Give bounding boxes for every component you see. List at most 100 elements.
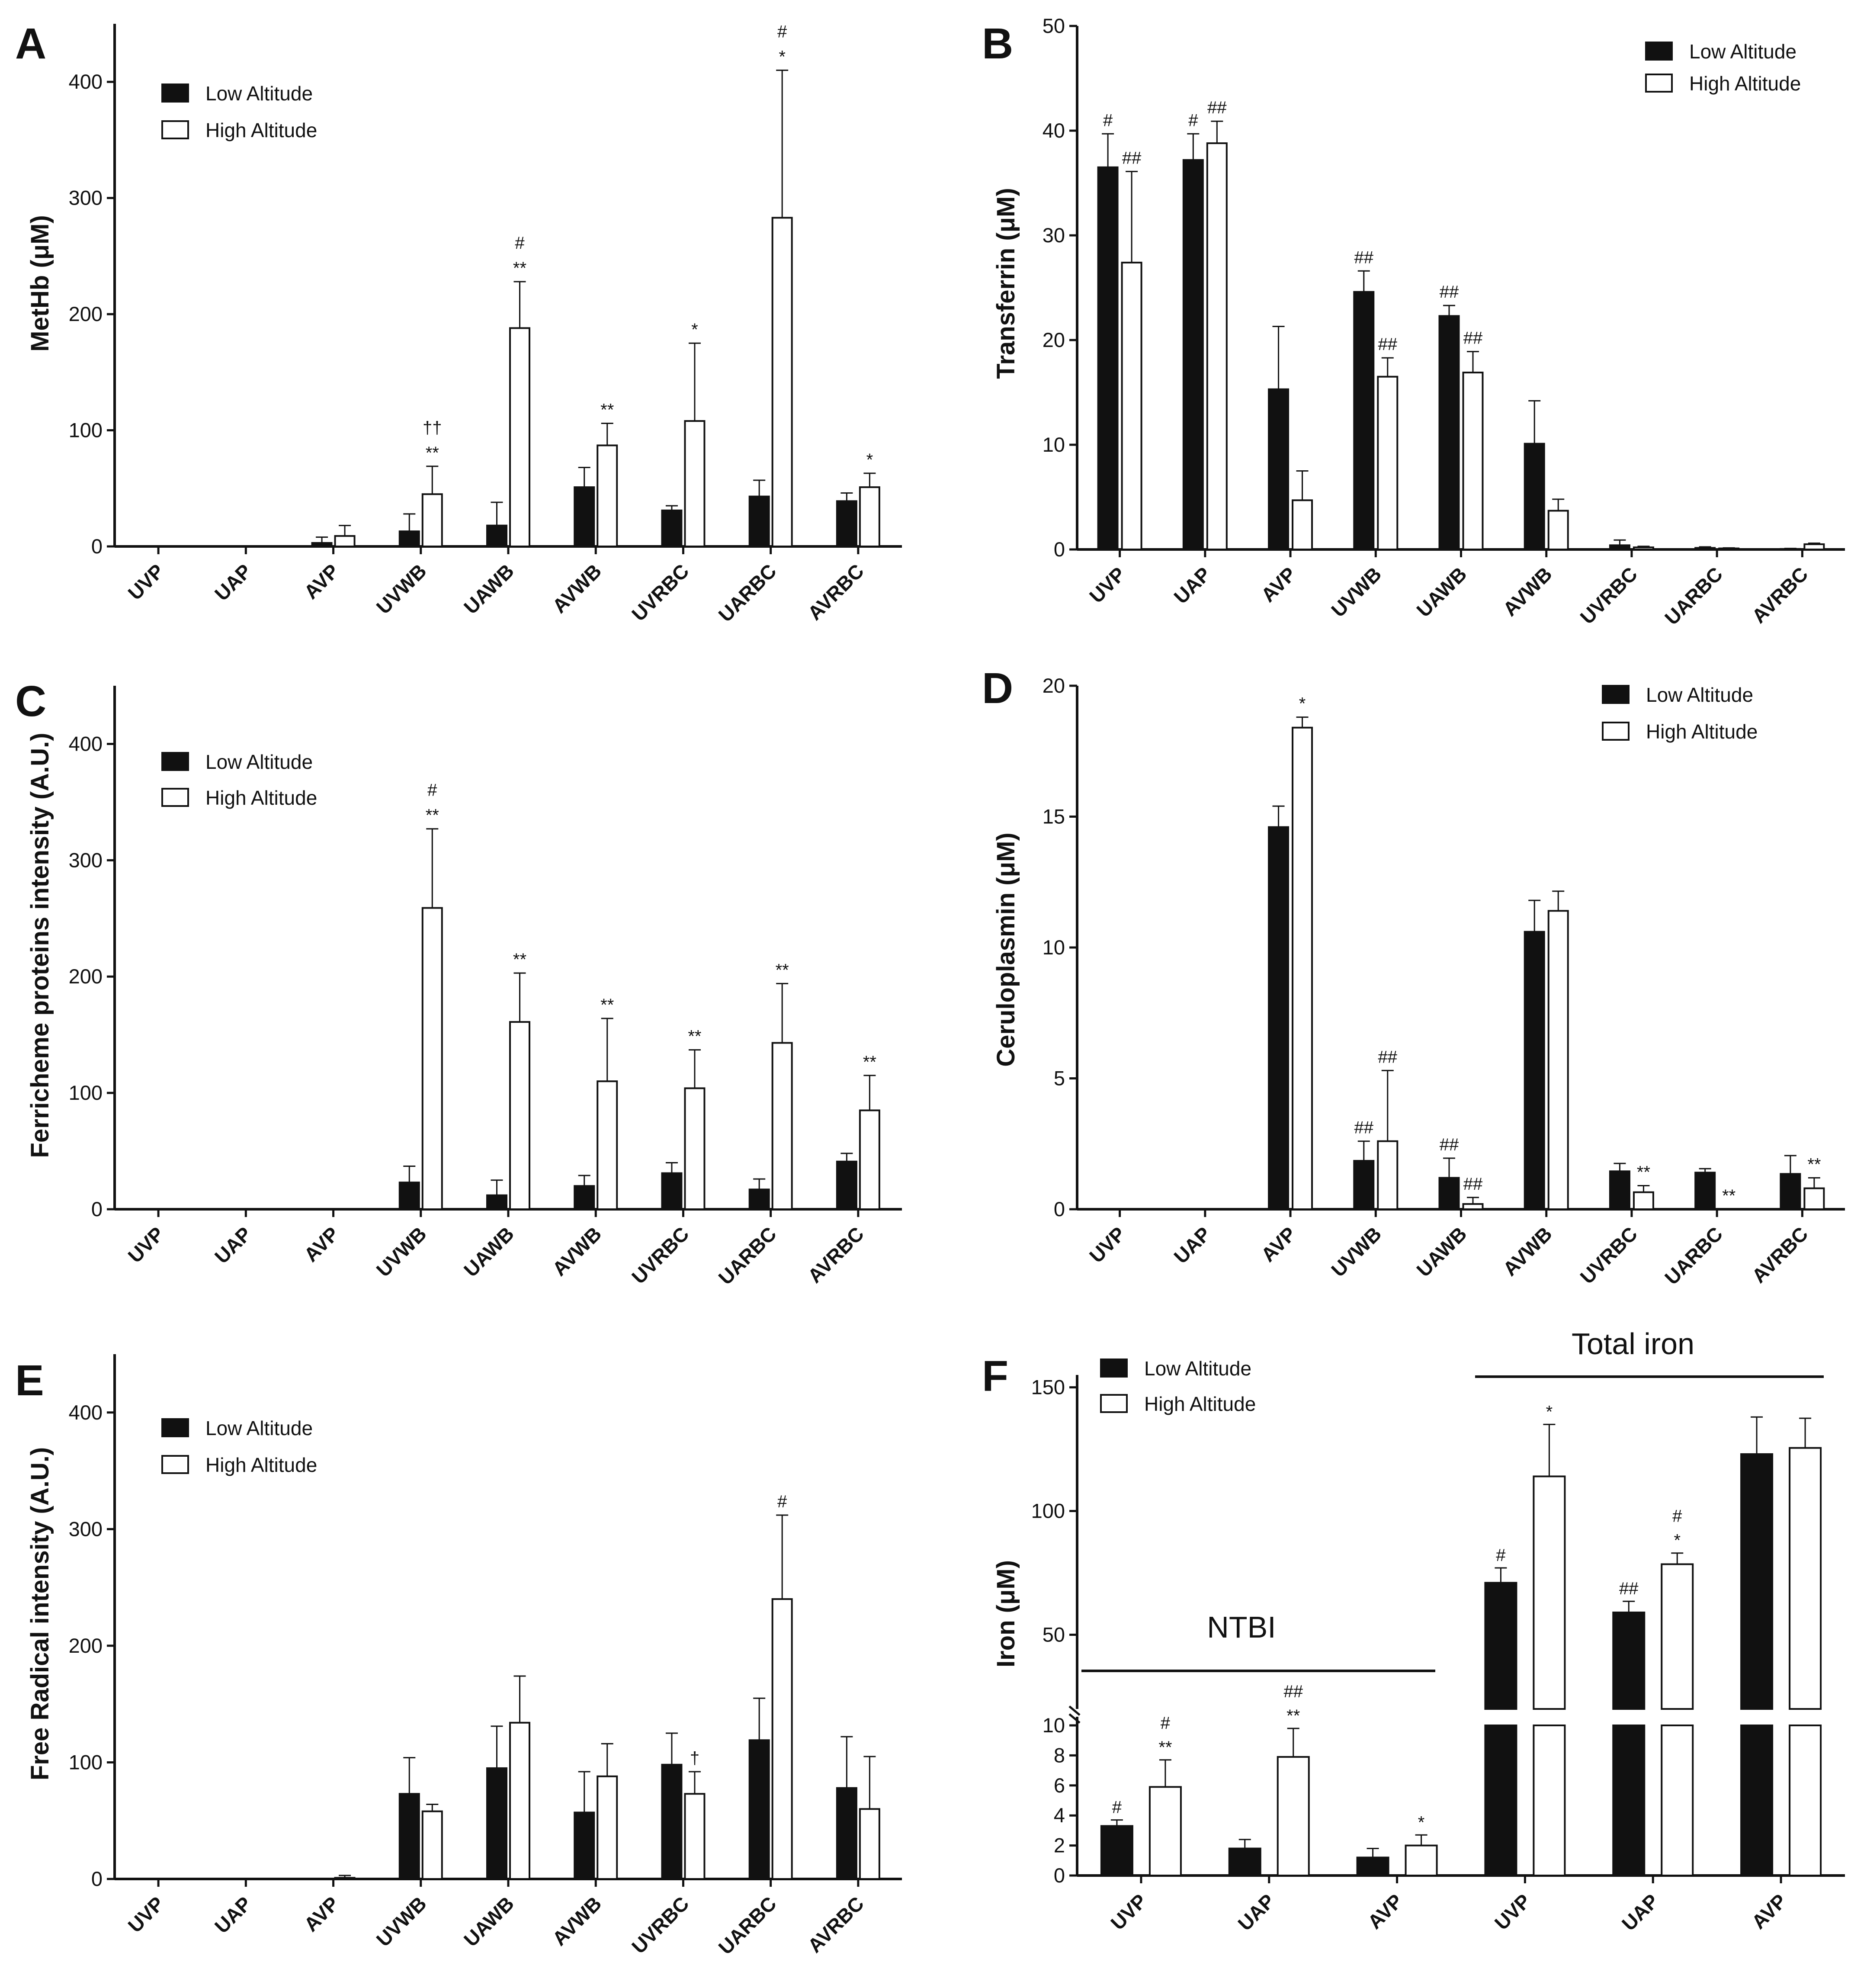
y-tick-label: 20 — [1043, 328, 1065, 351]
y-tick-label: 200 — [69, 965, 103, 988]
panel-c-letter: C — [15, 677, 46, 726]
significance-label: * — [779, 47, 786, 66]
legend-label-low: Low Altitude — [205, 751, 313, 773]
bar — [1609, 1170, 1630, 1210]
significance-label: ## — [1378, 335, 1398, 354]
y-tick-label: 300 — [69, 186, 103, 209]
significance-label: ** — [426, 443, 439, 462]
bar-lower-segment — [1484, 1725, 1517, 1876]
significance-label: ## — [1354, 1118, 1374, 1137]
y-tick-label: 100 — [69, 419, 103, 442]
legend-swatch-high — [1645, 74, 1673, 93]
bar — [859, 1109, 880, 1210]
y-tick-label: 400 — [69, 1401, 103, 1424]
legend-swatch-low — [161, 84, 189, 103]
bar — [574, 1811, 595, 1880]
bar-lower-segment — [1612, 1725, 1646, 1876]
y-tick-label: 100 — [1031, 1500, 1065, 1522]
panel-a-letter: A — [15, 19, 46, 68]
bar — [1356, 1856, 1389, 1876]
bar — [421, 907, 443, 1211]
significance-label: # — [1496, 1546, 1506, 1565]
significance-label: * — [1299, 694, 1306, 713]
y-tick-label: 0 — [1054, 538, 1065, 561]
y-tick-label: 300 — [69, 1517, 103, 1540]
y-tick-label: 4 — [1054, 1804, 1065, 1827]
bar — [574, 1185, 595, 1210]
bar — [486, 1194, 507, 1211]
legend-label-high: High Altitude — [205, 119, 317, 141]
bar — [1268, 826, 1290, 1210]
bar — [1206, 142, 1228, 551]
significance-label: ** — [513, 259, 526, 278]
bar — [1780, 1173, 1801, 1210]
bar-upper-segment — [1789, 1447, 1822, 1710]
bar — [421, 1810, 443, 1880]
significance-label: # — [1112, 1798, 1122, 1817]
bar-lower-segment — [1533, 1725, 1566, 1876]
y-tick-label: 0 — [91, 535, 103, 558]
bar-upper-segment — [1612, 1611, 1646, 1710]
significance-label: # — [1188, 111, 1198, 130]
legend-label-low: Low Altitude — [1144, 1357, 1251, 1380]
significance-label: # — [777, 22, 787, 41]
bar — [597, 444, 618, 548]
bar-lower-segment — [1661, 1725, 1694, 1876]
bar-lower-segment — [1740, 1725, 1774, 1876]
bar — [1377, 1140, 1399, 1210]
significance-label: # — [515, 234, 525, 253]
significance-label: ** — [688, 1027, 701, 1046]
bar — [1377, 376, 1399, 550]
bar — [684, 1087, 706, 1210]
legend-swatch-low — [1602, 685, 1630, 704]
significance-label: ** — [1637, 1163, 1650, 1182]
y-tick-label: 0 — [1054, 1198, 1065, 1220]
bar — [836, 1160, 857, 1211]
bar — [574, 486, 595, 548]
panel-c-legend: Low Altitude High Altitude — [161, 751, 317, 809]
bar — [1097, 166, 1119, 550]
significance-label: ** — [426, 806, 439, 825]
significance-label: ## — [1354, 248, 1374, 267]
y-tick-label: 6 — [1054, 1774, 1065, 1797]
significance-label: ** — [513, 950, 526, 969]
significance-label: * — [1546, 1402, 1553, 1421]
bar — [1524, 931, 1545, 1210]
group-label-ntbi: NTBI — [1207, 1610, 1276, 1644]
bar — [597, 1775, 618, 1880]
bar — [1694, 1172, 1716, 1211]
y-tick-label: 10 — [1043, 433, 1065, 456]
bar — [684, 420, 706, 548]
y-tick-label: 150 — [1031, 1376, 1065, 1399]
axis-break-mark — [1068, 1705, 1081, 1716]
bar — [1547, 510, 1569, 550]
bar — [836, 1787, 857, 1880]
legend-swatch-high — [161, 1455, 189, 1474]
panel-b-letter: B — [982, 19, 1013, 68]
significance-label: * — [866, 450, 873, 469]
significance-label: ## — [1619, 1579, 1639, 1598]
legend-swatch-high — [161, 120, 189, 139]
group-label-total-iron: Total iron — [1572, 1327, 1694, 1361]
significance-label: ## — [1463, 1175, 1483, 1194]
y-tick-label: 15 — [1043, 805, 1065, 828]
y-tick-label: 5 — [1054, 1067, 1065, 1090]
bar-upper-segment — [1661, 1563, 1694, 1710]
panel-f-legend: Low Altitude High Altitude — [1100, 1357, 1256, 1415]
y-tick-label: 2 — [1054, 1834, 1065, 1857]
bar — [859, 1808, 880, 1880]
bar — [684, 1793, 706, 1880]
bar — [661, 1763, 683, 1880]
bar — [1182, 159, 1204, 550]
bar-lower-segment — [1789, 1725, 1822, 1876]
bar — [859, 486, 880, 548]
bar — [1547, 910, 1569, 1211]
bar — [1438, 315, 1460, 550]
bar — [748, 1188, 770, 1210]
significance-label: * — [691, 320, 698, 339]
bar — [748, 1739, 770, 1880]
bar — [1609, 544, 1630, 550]
